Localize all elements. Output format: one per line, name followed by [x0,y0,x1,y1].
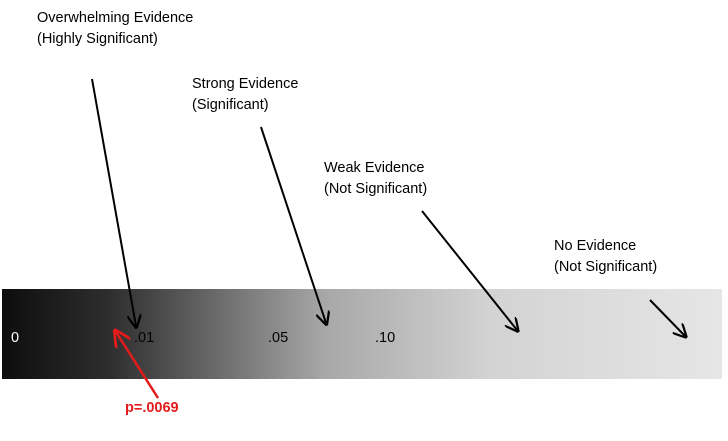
tick-label-01: .01 [134,330,155,346]
label-weak-line1: Weak Evidence [324,160,425,176]
label-weak-line2: (Not Significant) [324,181,428,197]
label-no-evidence-line1: No Evidence [554,238,637,254]
label-strong-line2: (Significant) [192,97,269,113]
arrow-no-evidence [649,299,685,336]
label-no-evidence: No Evidence (Not Significant) [554,236,657,278]
label-overwhelming-evidence: Overwhelming Evidence (Highly Significan… [37,8,193,50]
label-overwhelming-line2: (Highly Significant) [37,31,158,47]
arrow-weak [421,210,517,330]
arrow-p-value [116,332,160,399]
label-overwhelming-line1: Overwhelming Evidence [37,10,194,26]
arrow-strong [260,126,326,323]
label-strong-line1: Strong Evidence [192,76,299,92]
tick-label-05: .05 [268,330,289,346]
label-strong-evidence: Strong Evidence (Significant) [192,74,298,116]
label-weak-evidence: Weak Evidence (Not Significant) [324,158,427,200]
label-no-evidence-line2: (Not Significant) [554,259,658,275]
arrow-overwhelming [91,78,136,326]
p-value-label: p=.0069 [125,400,179,416]
tick-label-0: 0 [11,330,20,346]
tick-label-10: .10 [375,330,396,346]
